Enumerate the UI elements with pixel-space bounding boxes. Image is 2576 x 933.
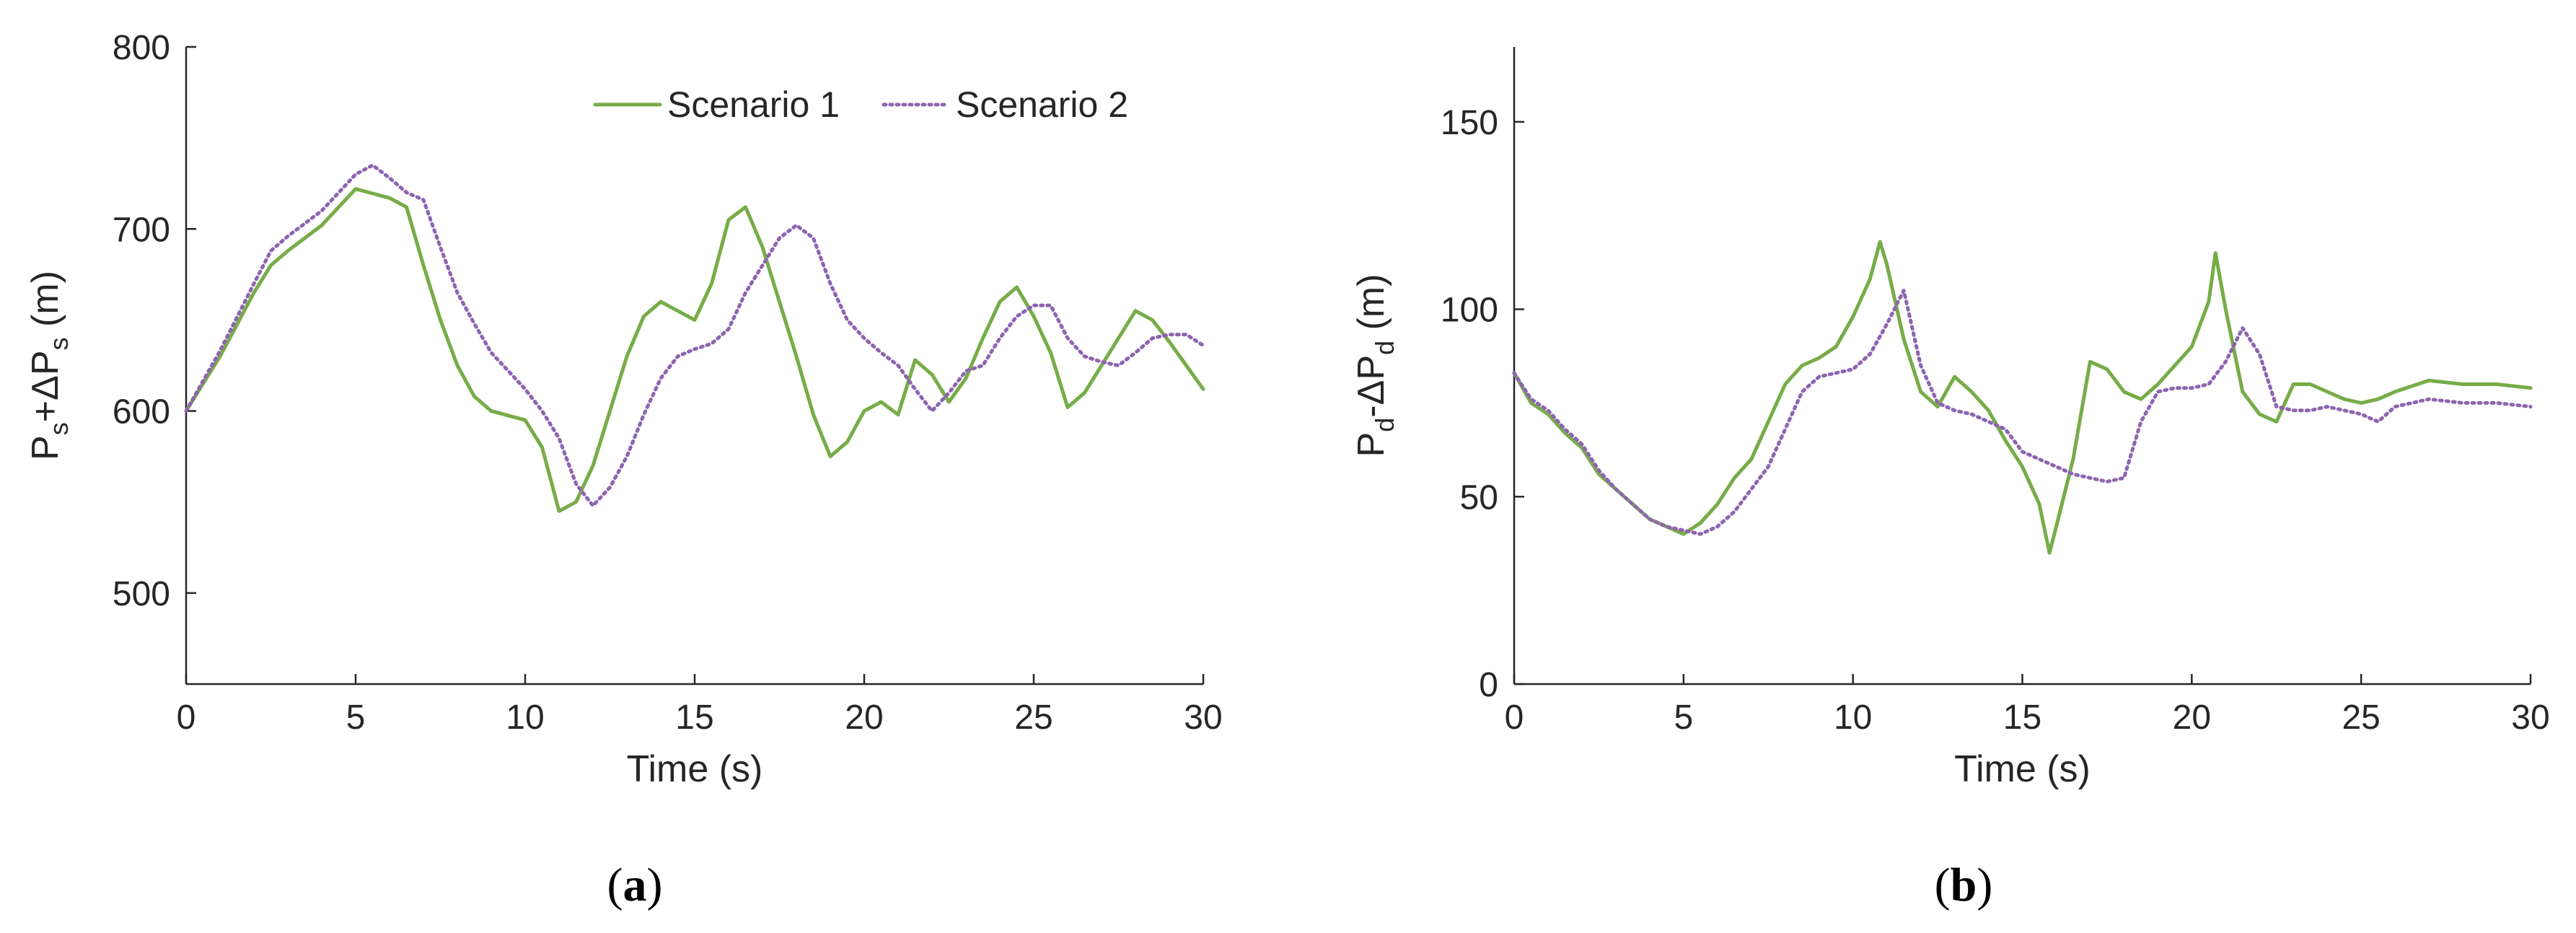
y-axis-label-part: (m): [1350, 274, 1392, 341]
legend: Scenario 1 Scenario 2: [593, 84, 1128, 125]
x-tick-label: 0: [1505, 698, 1524, 737]
y-tick-label: 700: [113, 211, 170, 249]
x-tick-label: 15: [2003, 698, 2041, 737]
x-tick-label: 0: [177, 698, 196, 737]
series-line-1: [1512, 240, 2533, 555]
x-tick-label: 5: [346, 698, 366, 737]
caption-close-paren: ): [647, 859, 663, 911]
legend-label-1: Scenario 1: [667, 84, 840, 125]
y-tick-label: 800: [113, 29, 170, 67]
x-tick-label: 30: [2511, 698, 2549, 737]
panel-caption: (a): [607, 859, 663, 911]
y-axis-label: Pd-ΔPd (m): [1350, 274, 1399, 457]
y-tick-label: 50: [1460, 478, 1498, 517]
caption-open-paren: (: [607, 859, 623, 911]
series-line-1: [184, 187, 1205, 513]
series-line-2: [1512, 289, 2533, 536]
caption-open-paren: (: [1935, 859, 1951, 911]
y-axis-label: Ps+ΔPs (m): [25, 271, 74, 460]
y-axis-label-subscript: d: [1370, 341, 1399, 355]
x-tick-label: 25: [2342, 698, 2380, 737]
caption-letter: a: [623, 859, 647, 911]
x-tick-label: 25: [1014, 698, 1052, 737]
y-tick-label: 500: [113, 575, 170, 613]
y-tick-label: 0: [1479, 666, 1498, 704]
x-axis-label: Time (s): [627, 748, 763, 790]
y-axis-label-part: P: [25, 435, 66, 460]
x-tick-label: 5: [1674, 698, 1693, 737]
x-tick-label: 20: [845, 698, 883, 737]
caption-letter: b: [1951, 859, 1977, 911]
y-axis-label-part: (m): [25, 271, 66, 337]
x-tick-label: 30: [1184, 698, 1222, 737]
y-tick-label: 100: [1441, 292, 1498, 330]
y-axis-label-part: -ΔP: [1350, 355, 1392, 418]
panel-a: 0 5 10 15 20 25 30 500 600 700 800 Time (s) Ps+ΔPs (…: [25, 29, 1223, 911]
y-tick-label: 600: [113, 393, 170, 432]
x-tick-label: 20: [2173, 698, 2211, 737]
x-tick-label: 10: [1834, 698, 1872, 737]
x-tick-label: 10: [506, 698, 544, 737]
panel-caption: (b): [1935, 859, 1993, 911]
caption-close-paren: ): [1977, 859, 1992, 911]
x-axis-label: Time (s): [1954, 748, 2091, 790]
series-line-2: [184, 163, 1205, 508]
y-axis-label-subscript: d: [1370, 418, 1399, 432]
y-axis-label-part: P: [1350, 432, 1392, 457]
y-tick-label: 150: [1441, 104, 1498, 142]
y-axis-label-subscript: s: [44, 422, 74, 435]
y-axis-label-subscript: s: [44, 337, 74, 350]
x-tick-label: 15: [675, 698, 713, 737]
y-axis-label-part: +ΔP: [25, 350, 66, 422]
legend-label-2: Scenario 2: [956, 84, 1128, 125]
